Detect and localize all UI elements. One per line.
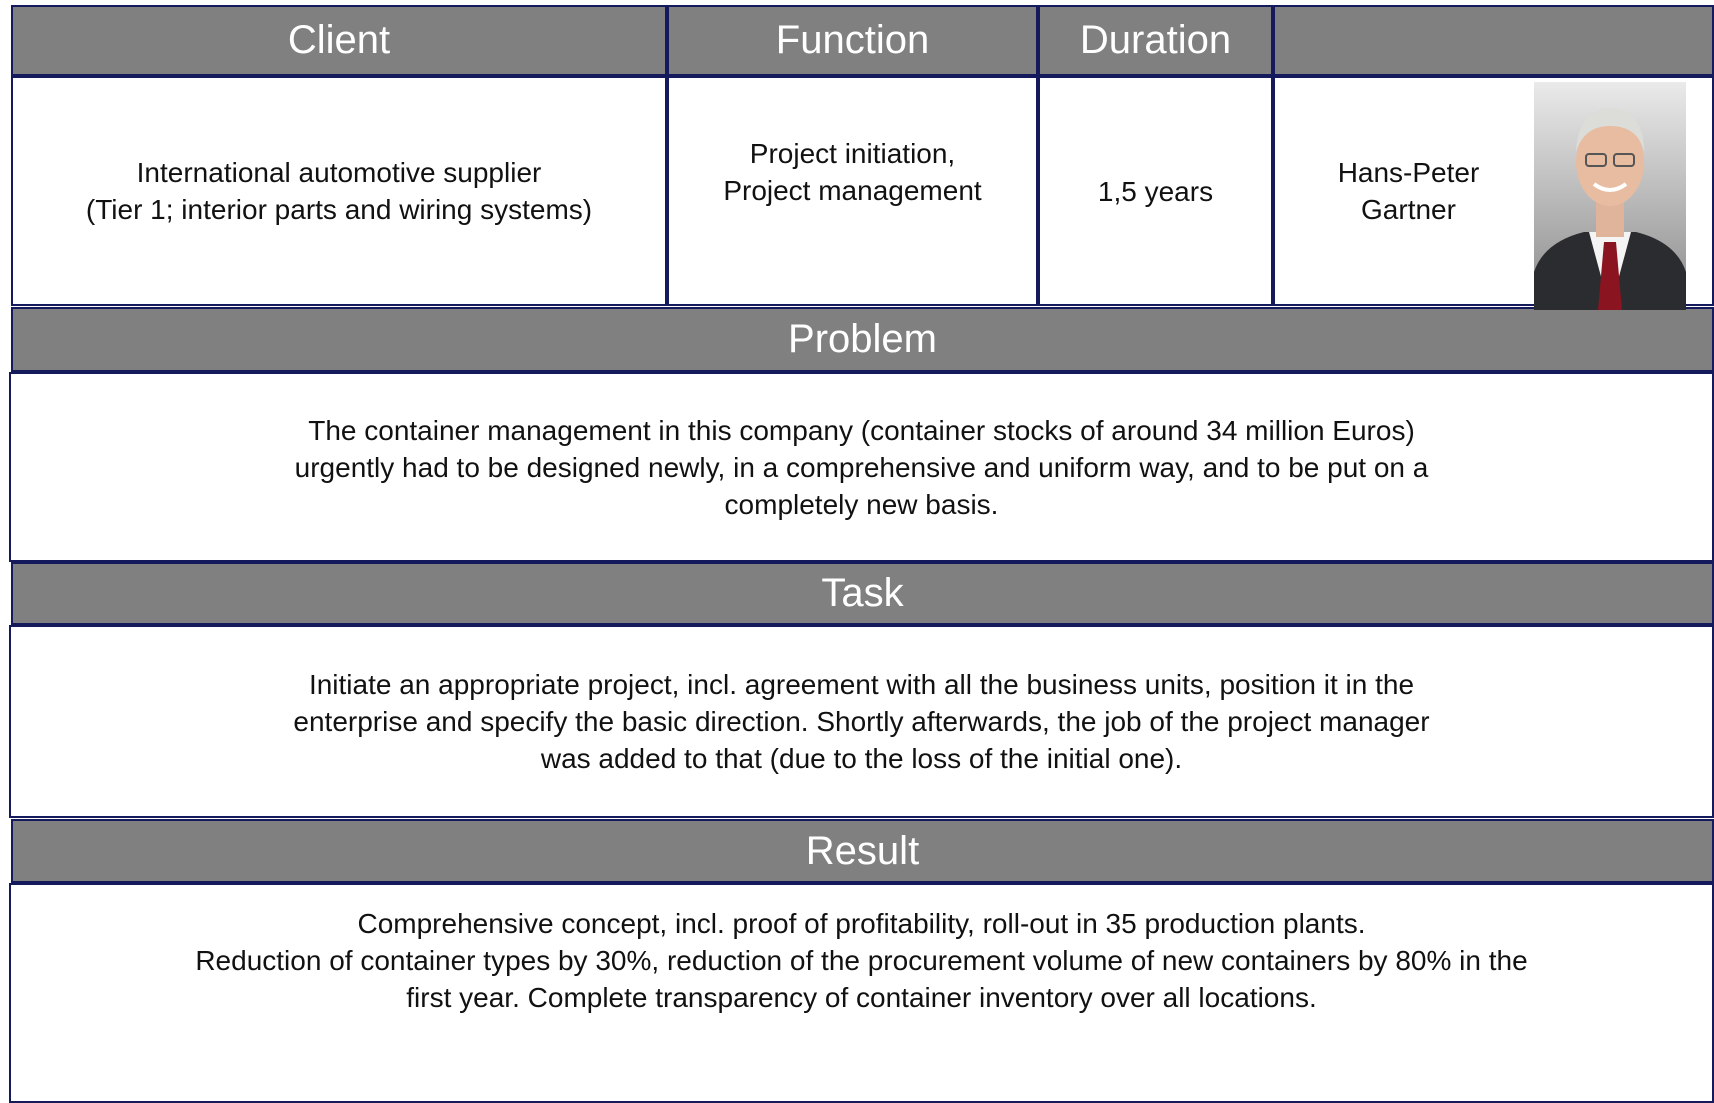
section-text: enterprise and specify the basic directi…	[293, 706, 1430, 737]
section-text: first year. Complete transparency of con…	[406, 982, 1317, 1013]
column-header-text: Client	[287, 18, 391, 62]
section-text: Reduction of container types by 30%, red…	[195, 945, 1528, 976]
info-cell: 1,5 years	[1038, 76, 1273, 306]
info-cell: Project initiation, Project management	[667, 76, 1038, 306]
column-header-text: Function	[775, 18, 930, 62]
section-text: urgently had to be designed newly, in a …	[294, 451, 1429, 483]
section-text: Initiate an appropriate project, incl. a…	[308, 669, 1415, 700]
column-header	[1273, 5, 1714, 76]
section-body: The container management in this company…	[9, 372, 1714, 562]
section-title: Problem	[788, 317, 937, 361]
section-body: Initiate an appropriate project, incl. a…	[9, 625, 1714, 818]
section-title: Result	[805, 828, 920, 873]
section-title: Task	[821, 571, 904, 615]
section-body: Comprehensive concept, incl. proof of pr…	[9, 883, 1714, 1103]
column-header-text: Duration	[1079, 18, 1232, 62]
section-header: Task	[11, 562, 1714, 625]
function-text: Project initiation,	[749, 138, 956, 169]
section-header: Problem	[11, 307, 1714, 372]
function-text: Project management	[723, 175, 982, 206]
section-text: completely new basis.	[724, 488, 999, 520]
column-header: Function	[667, 5, 1038, 76]
section-text: Comprehensive concept, incl. proof of pr…	[357, 908, 1366, 939]
section-text: The container management in this company…	[308, 414, 1415, 446]
column-header: Duration	[1038, 5, 1273, 76]
duration-text: 1,5 years	[1097, 175, 1214, 207]
section-header: Result	[11, 819, 1714, 883]
client-text: International automotive supplier	[136, 157, 542, 188]
consultant-text: Hans-Peter	[1337, 157, 1480, 188]
client-text: (Tier 1; interior parts and wiring syste…	[85, 194, 593, 225]
consultant-text: Gartner	[1361, 194, 1456, 225]
portrait-photo	[1534, 82, 1686, 310]
info-cell: International automotive supplier (Tier 1…	[11, 76, 667, 306]
section-text: was added to that (due to the loss of th…	[540, 743, 1183, 774]
column-header: Client	[11, 5, 667, 76]
